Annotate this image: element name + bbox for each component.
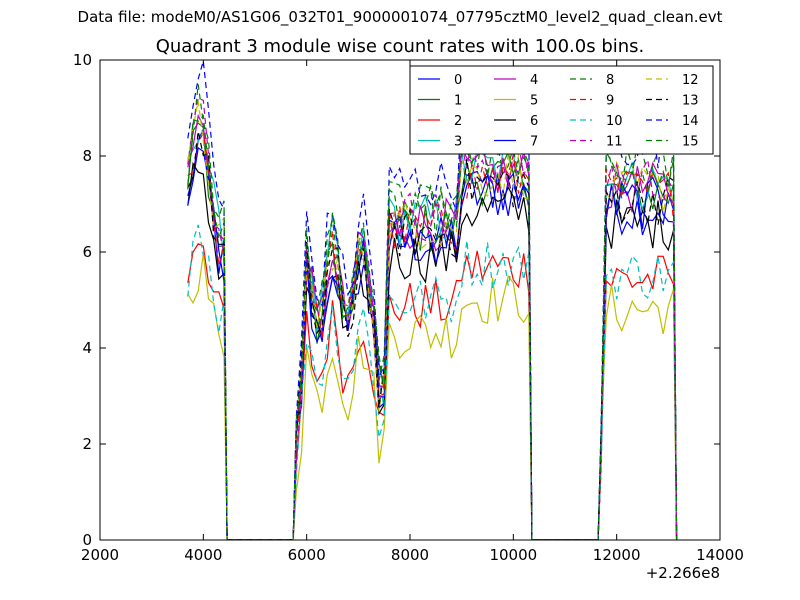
x-tick-label: 2000 [81, 546, 119, 564]
y-tick-label: 6 [82, 243, 92, 261]
series-group [187, 60, 678, 540]
legend-label-0: 0 [454, 73, 462, 88]
legend-label-11: 11 [606, 135, 623, 150]
legend-label-14: 14 [682, 114, 699, 129]
y-tick-label: 0 [82, 531, 92, 549]
legend-label-9: 9 [606, 94, 614, 109]
legend-label-6: 6 [530, 114, 538, 129]
legend-label-1: 1 [454, 94, 462, 109]
legend-label-13: 13 [682, 94, 699, 109]
series-line-13 [187, 131, 678, 540]
chart-title: Quadrant 3 module wise count rates with … [155, 36, 645, 57]
x-tick-label: 6000 [288, 546, 326, 564]
series-line-10 [187, 224, 678, 540]
legend-label-8: 8 [606, 73, 614, 88]
x-tick-label: 14000 [696, 546, 744, 564]
y-tick-label: 10 [73, 51, 92, 69]
legend-label-7: 7 [530, 135, 538, 150]
x-offset-label: +2.266e8 [646, 564, 720, 582]
series-line-15 [187, 114, 678, 540]
x-tick-label: 4000 [184, 546, 222, 564]
y-tick-label: 4 [82, 339, 92, 357]
legend-label-15: 15 [682, 135, 699, 150]
series-line-12 [187, 100, 678, 540]
series-line-2 [187, 243, 678, 540]
legend-label-2: 2 [454, 114, 462, 129]
x-tick-label: 12000 [593, 546, 641, 564]
series-line-7 [187, 146, 678, 540]
series-line-5 [187, 253, 678, 540]
figure-suptitle: Data file: modeM0/AS1G06_032T01_90000010… [77, 8, 723, 26]
legend-label-4: 4 [530, 73, 538, 88]
y-tick-label: 2 [82, 435, 92, 453]
legend-label-3: 3 [454, 135, 462, 150]
legend-label-12: 12 [682, 73, 699, 88]
y-tick-label: 8 [82, 147, 92, 165]
x-tick-label: 8000 [391, 546, 429, 564]
legend-box [409, 65, 714, 155]
legend-label-10: 10 [606, 114, 623, 129]
legend-label-5: 5 [530, 94, 538, 109]
series-line-9 [187, 132, 678, 540]
x-tick-label: 10000 [489, 546, 537, 564]
